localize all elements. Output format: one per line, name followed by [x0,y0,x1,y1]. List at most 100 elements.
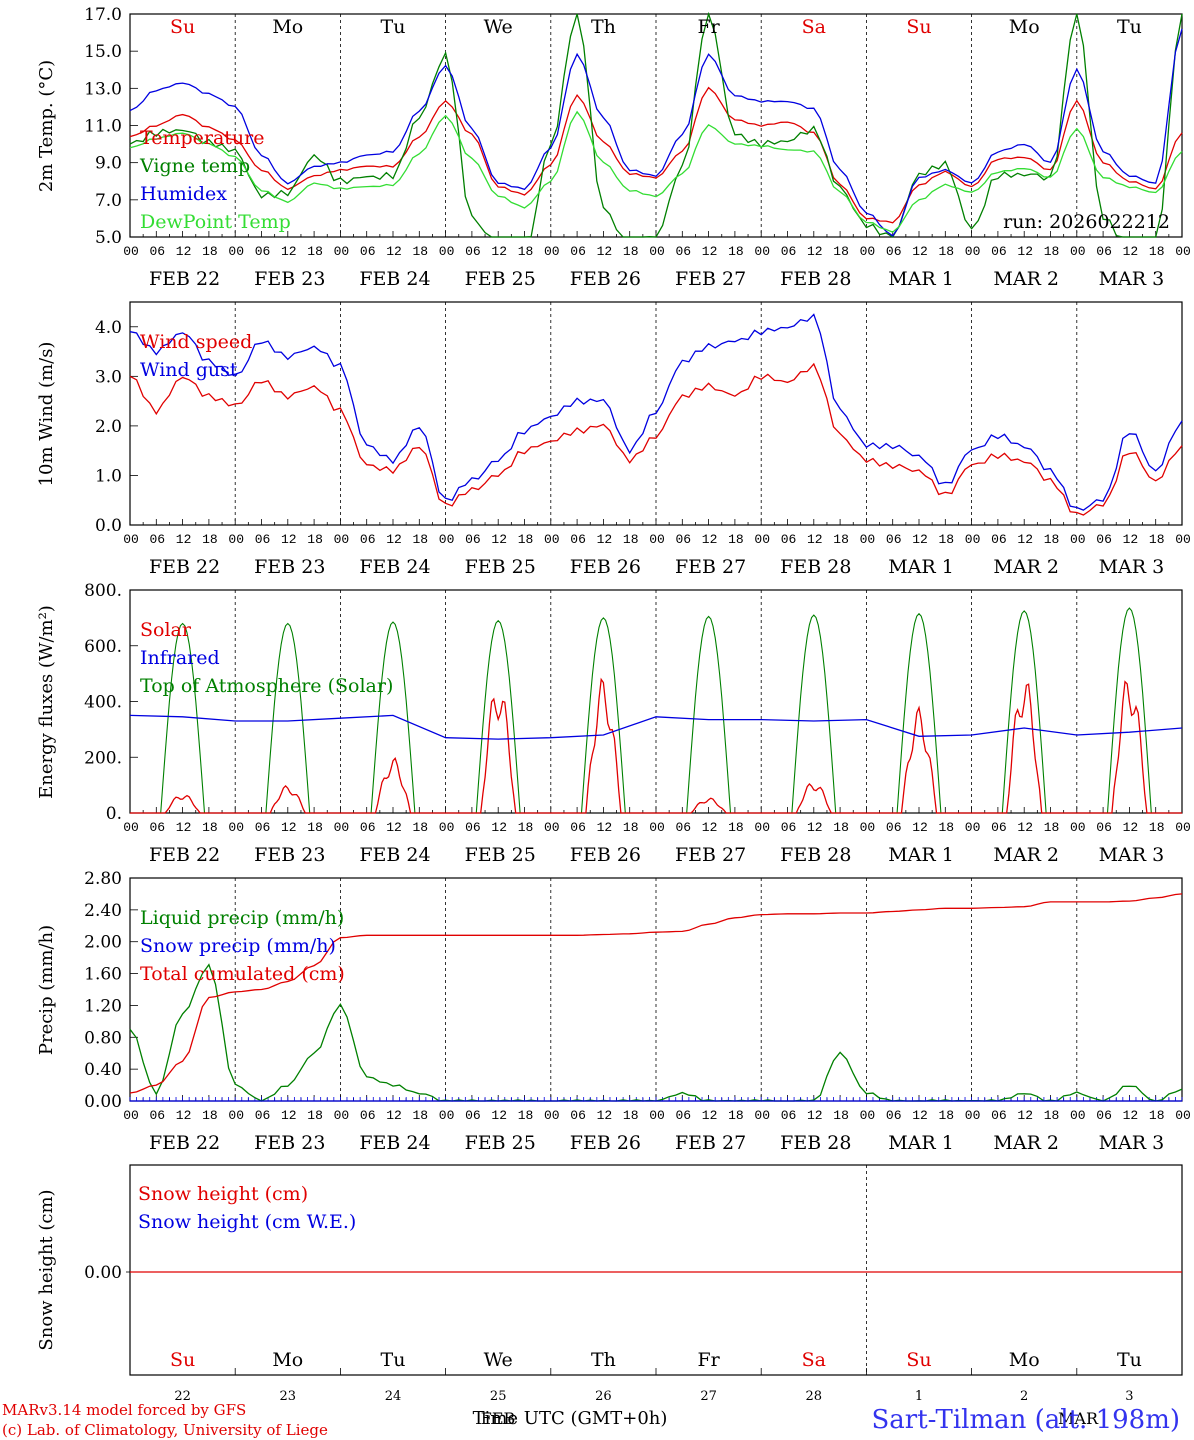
hour-tick-label: 12 [386,244,402,259]
hour-tick-label: 00 [649,820,665,835]
hour-tick-label: 00 [334,532,350,547]
hour-tick-label: 12 [807,1108,823,1123]
bottom-day-label: 24 [385,1389,402,1404]
hour-tick-label: 18 [1044,1108,1060,1123]
bottom-day-label: 2 [1020,1389,1028,1404]
hour-tick-label: 06 [781,532,797,547]
date-label: FEB 26 [570,556,641,578]
legend-wind-gust: Wind gust [140,359,238,381]
hour-tick-label: 18 [833,244,849,259]
hour-tick-label: 06 [149,1108,165,1123]
hour-tick-label: 18 [1149,244,1165,259]
hour-tick-label: 18 [623,820,639,835]
date-label: FEB 27 [675,844,746,866]
hour-tick-label: 18 [623,244,639,259]
y-tick-label: 15.0 [84,42,122,62]
month-feb-label: FEB [481,1409,516,1428]
hour-tick-label: 00 [544,244,560,259]
hour-tick-label: 00 [1070,244,1086,259]
hour-tick-label: 18 [518,1108,534,1123]
date-label: FEB 25 [465,844,536,866]
weekday-label: Mo [272,16,303,38]
y-tick-label: 0.40 [84,1060,122,1080]
y-tick-label: 5.0 [95,228,122,248]
hour-tick-label: 00 [1175,532,1191,547]
y-tick-label: 400. [84,693,122,713]
hour-tick-label: 00 [544,1108,560,1123]
x-axis-title: Time UTC (GMT+0h) [473,1408,668,1429]
wind-series-line [129,313,1183,511]
hour-tick-label: 12 [281,820,297,835]
weekday-label: Tu [381,1349,406,1371]
legend-humidex: Humidex [140,183,227,205]
weekday-label: Mo [272,1349,303,1371]
legend-temperature: Temperature [140,127,264,149]
hour-tick-label: 00 [965,532,981,547]
hour-tick-label: 06 [465,1108,481,1123]
hour-tick-label: 18 [623,532,639,547]
hour-tick-label: 18 [307,1108,323,1123]
hour-tick-label: 00 [228,820,244,835]
date-label: MAR 3 [1099,268,1165,290]
hour-tick-label: 18 [412,532,428,547]
hour-tick-label: 00 [860,532,876,547]
hour-tick-label: 00 [439,1108,455,1123]
hour-tick-label: 12 [807,244,823,259]
date-label: FEB 27 [675,556,746,578]
bottom-day-label: 3 [1125,1389,1133,1404]
hour-tick-label: 18 [202,244,218,259]
station-label: Sart-Tilman (alt. 198m) [871,1405,1180,1435]
temp-series-line [129,11,1183,238]
y-tick-label: 1.20 [84,996,122,1016]
hour-tick-label: 00 [754,820,770,835]
hour-tick-label: 00 [1175,244,1191,259]
hour-tick-label: 00 [754,532,770,547]
hour-tick-label: 00 [123,820,139,835]
hour-tick-label: 00 [544,532,560,547]
hour-tick-label: 12 [491,820,507,835]
infrared-line [129,714,1183,740]
hour-tick-label: 12 [386,1108,402,1123]
hour-tick-label: 18 [938,820,954,835]
y-tick-label: 0.00 [84,1092,122,1112]
hour-tick-label: 12 [702,1108,718,1123]
hour-tick-label: 00 [1070,532,1086,547]
hour-tick-label: 12 [807,532,823,547]
hour-tick-label: 18 [833,532,849,547]
run-annotation: run: 2026022212 [1003,211,1170,233]
bottom-day-label: 27 [700,1389,717,1404]
hour-tick-label: 00 [228,1108,244,1123]
weekday-label: Fr [697,16,720,38]
date-label: FEB 22 [149,268,220,290]
hour-tick-label: 06 [255,1108,271,1123]
hour-tick-label: 00 [860,244,876,259]
hour-tick-label: 12 [176,244,192,259]
hour-tick-label: 06 [991,532,1007,547]
hour-tick-label: 06 [360,532,376,547]
hour-tick-label: 12 [912,244,928,259]
hour-tick-label: 12 [176,820,192,835]
hour-tick-label: 12 [1123,532,1139,547]
wind-series-line [129,362,1183,516]
hour-tick-label: 06 [149,532,165,547]
hour-tick-label: 18 [1044,244,1060,259]
hour-tick-label: 06 [886,244,902,259]
total-cumulated-line [129,893,1183,1094]
hour-tick-label: 18 [518,532,534,547]
bottom-day-label: 1 [915,1389,923,1404]
hour-tick-label: 18 [1149,532,1165,547]
hour-tick-label: 18 [1044,532,1060,547]
hour-tick-label: 18 [518,244,534,259]
hour-tick-label: 06 [360,1108,376,1123]
hour-tick-label: 18 [728,244,744,259]
y-tick-label: 0. [106,804,122,824]
flux-ylabel: Energy fluxes (W/m²) [36,605,57,799]
legend-toa: Top of Atmosphere (Solar) [140,675,393,697]
date-label: FEB 25 [465,268,536,290]
hour-tick-label: 12 [702,532,718,547]
y-tick-label: 2.40 [84,901,122,921]
date-label: MAR 2 [993,844,1059,866]
hour-tick-label: 12 [597,244,613,259]
date-label: FEB 25 [465,556,536,578]
temp-series-line [129,28,1183,237]
